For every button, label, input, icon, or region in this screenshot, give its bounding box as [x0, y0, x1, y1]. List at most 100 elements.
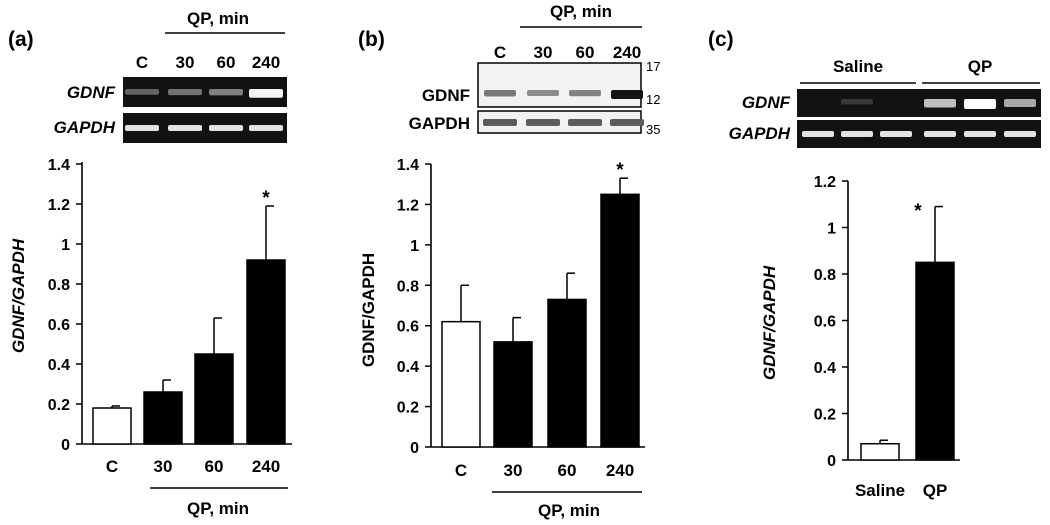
panel-a-blot-header: QP, min [187, 9, 249, 28]
y-tick-label: 0.4 [48, 357, 70, 374]
gdnf-band [611, 90, 643, 99]
gapdh-band [483, 119, 517, 126]
bar-60 [194, 353, 234, 445]
panel-b-bands [483, 90, 644, 126]
panel-c-significance-marker: * [914, 201, 922, 222]
bar-qp [915, 261, 955, 461]
panel-a-label: (a) [8, 28, 34, 51]
gdnf-band [964, 99, 996, 109]
panel-a-lane-label: 240 [252, 53, 280, 72]
gapdh-band [841, 131, 873, 137]
gapdh-band [209, 125, 243, 131]
panel-a-x-tick-label: C [106, 457, 118, 476]
panel-c-group-label: QP [968, 57, 993, 76]
y-tick-label: 0.6 [48, 317, 70, 334]
y-tick-label: 0.8 [814, 267, 836, 284]
y-tick-label: 1 [61, 237, 70, 254]
panel-b-marker-label: 17 [646, 59, 660, 74]
y-tick-label: 0.2 [814, 407, 836, 424]
panel-c-x-tick-label: Saline [855, 481, 905, 500]
panel-a-x-tick-label: 240 [252, 457, 280, 476]
panel-a-bars [92, 259, 286, 445]
panel-b-x-tick-label: 60 [558, 461, 577, 480]
panel-b-blot-header: QP, min [550, 2, 612, 21]
gdnf-band [841, 99, 873, 105]
panel-b-lane-label: 60 [576, 43, 595, 62]
y-tick-label: 0.4 [814, 360, 836, 377]
panel-a-lane-label: C [136, 53, 148, 72]
panel-b-marker-label: 12 [646, 92, 660, 107]
panel-a-error-bars [111, 205, 274, 408]
panel-b-lane-label: C [494, 43, 506, 62]
panel-b-x-tick-label: 240 [606, 461, 634, 480]
panel-b-marker-label: 35 [646, 122, 660, 137]
panel-c-gel-gdnf [797, 89, 1041, 117]
panel-a-gene-label-gdnf: GDNF [67, 83, 116, 102]
gapdh-band [168, 125, 202, 131]
panel-a-bands [125, 89, 283, 131]
y-tick-label: 1.4 [397, 157, 419, 174]
y-tick-label: 1.2 [814, 174, 836, 191]
panel-a-significance-marker: * [262, 188, 270, 209]
panel-c-gene-label-gapdh: GAPDH [729, 124, 791, 143]
panel-c-label: (c) [708, 28, 734, 51]
gapdh-band [526, 119, 560, 126]
gapdh-band [568, 119, 602, 126]
gdnf-band [924, 99, 956, 108]
panel-b-ylabel: GDNF/GAPDH [359, 253, 378, 367]
bar-30 [143, 391, 183, 445]
gapdh-band [125, 125, 159, 131]
y-tick-label: 0.2 [48, 397, 70, 414]
panel-b-error-bars [460, 177, 628, 342]
panel-b-significance-marker: * [616, 160, 624, 181]
panel-c-bands [802, 99, 1036, 137]
y-tick-label: 1.4 [48, 157, 70, 174]
panel-a-lane-label: 30 [176, 53, 195, 72]
panel-b-label: (b) [358, 28, 385, 51]
panel-a-lane-label: 60 [217, 53, 236, 72]
y-tick-label: 0.8 [397, 278, 419, 295]
gapdh-band [964, 131, 996, 137]
gdnf-band [125, 89, 159, 95]
panel-c-gene-label-gdnf: GDNF [742, 93, 791, 112]
gdnf-band [484, 90, 516, 97]
panel-b-bars [441, 193, 640, 448]
panel-a: (a) QP, min C 30 60 240 GDNF GAPDH GDNF/… [8, 9, 292, 518]
gdnf-band [249, 89, 283, 98]
gapdh-band [610, 119, 644, 126]
gapdh-band [249, 125, 283, 131]
bar-240 [600, 193, 640, 448]
panel-a-y-axis-ticks: 0 0.2 0.4 0.6 0.8 1 1.2 1.4 [48, 157, 82, 454]
panel-c-ylabel: GDNF/GAPDH [760, 265, 779, 380]
gdnf-band [1004, 99, 1036, 107]
y-tick-label: 1 [410, 238, 419, 255]
panel-b-x-tick-label: C [455, 461, 467, 480]
panel-b-x-tick-label: 30 [504, 461, 523, 480]
bar-c [441, 320, 481, 448]
panel-c-gel-gapdh [797, 120, 1041, 148]
panel-c-bars [860, 261, 955, 461]
panel-b-lane-label: 240 [613, 43, 641, 62]
y-tick-label: 1.2 [397, 197, 419, 214]
y-tick-label: 1.2 [48, 197, 70, 214]
panel-b: (b) QP, min C 30 60 240 GDNF GAPDH 17 12… [358, 2, 660, 520]
bar-c [92, 407, 132, 445]
panel-c-error-bars [879, 205, 943, 444]
y-tick-label: 0.6 [397, 319, 419, 336]
gdnf-band [569, 90, 601, 97]
panel-b-gene-label-gdnf: GDNF [422, 86, 470, 105]
y-tick-label: 0.4 [397, 359, 419, 376]
gapdh-band [802, 131, 834, 137]
panel-b-gene-label-gapdh: GAPDH [409, 114, 470, 133]
panel-b-xlabel: QP, min [538, 501, 600, 520]
panel-b-lane-label: 30 [534, 43, 553, 62]
y-tick-label: 0.2 [397, 400, 419, 417]
gapdh-band [880, 131, 912, 137]
bar-60 [547, 298, 587, 448]
y-tick-label: 0 [61, 437, 70, 454]
panel-c-x-tick-label: QP [923, 481, 948, 500]
gdnf-band [527, 90, 559, 96]
bar-30 [493, 341, 533, 448]
panel-c-y-axis-ticks: 0 0.2 0.4 0.6 0.8 1 1.2 [814, 174, 848, 470]
